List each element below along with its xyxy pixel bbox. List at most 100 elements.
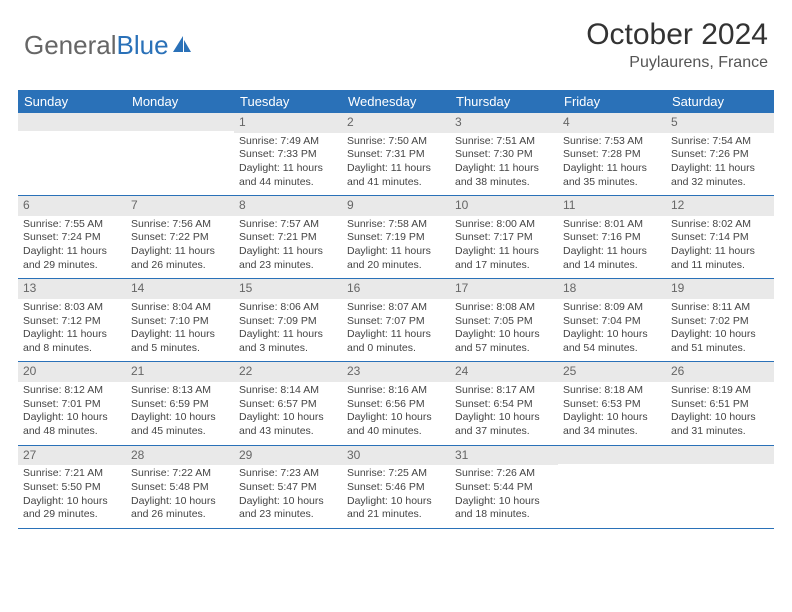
sunset-text: Sunset: 6:59 PM: [131, 398, 229, 412]
sunrise-text: Sunrise: 8:01 AM: [563, 218, 661, 232]
sunrise-text: Sunrise: 7:53 AM: [563, 135, 661, 149]
day-cell: 12Sunrise: 8:02 AMSunset: 7:14 PMDayligh…: [666, 196, 774, 278]
day-details: Sunrise: 7:50 AMSunset: 7:31 PMDaylight:…: [342, 135, 450, 190]
day-details: Sunrise: 7:23 AMSunset: 5:47 PMDaylight:…: [234, 467, 342, 522]
day-number: 2: [342, 113, 450, 133]
day-cell: 8Sunrise: 7:57 AMSunset: 7:21 PMDaylight…: [234, 196, 342, 278]
day-number: 17: [450, 279, 558, 299]
day-number: [558, 446, 666, 464]
sunrise-text: Sunrise: 8:00 AM: [455, 218, 553, 232]
day-cell: 10Sunrise: 8:00 AMSunset: 7:17 PMDayligh…: [450, 196, 558, 278]
day-cell: [126, 113, 234, 195]
day-number: 16: [342, 279, 450, 299]
day-details: Sunrise: 7:58 AMSunset: 7:19 PMDaylight:…: [342, 218, 450, 273]
daylight-text: Daylight: 10 hours and 51 minutes.: [671, 328, 769, 355]
day-cell: 5Sunrise: 7:54 AMSunset: 7:26 PMDaylight…: [666, 113, 774, 195]
day-cell: 19Sunrise: 8:11 AMSunset: 7:02 PMDayligh…: [666, 279, 774, 361]
logo-text-2: Blue: [117, 30, 169, 61]
day-details: Sunrise: 8:04 AMSunset: 7:10 PMDaylight:…: [126, 301, 234, 356]
sunrise-text: Sunrise: 8:02 AM: [671, 218, 769, 232]
day-number: 6: [18, 196, 126, 216]
daylight-text: Daylight: 10 hours and 29 minutes.: [23, 495, 121, 522]
sunrise-text: Sunrise: 8:12 AM: [23, 384, 121, 398]
day-details: Sunrise: 8:18 AMSunset: 6:53 PMDaylight:…: [558, 384, 666, 439]
title-location: Puylaurens, France: [586, 54, 768, 72]
daylight-text: Daylight: 11 hours and 41 minutes.: [347, 162, 445, 189]
day-details: Sunrise: 7:53 AMSunset: 7:28 PMDaylight:…: [558, 135, 666, 190]
sunset-text: Sunset: 7:31 PM: [347, 148, 445, 162]
daylight-text: Daylight: 11 hours and 29 minutes.: [23, 245, 121, 272]
title-month: October 2024: [586, 18, 768, 52]
logo-sail-icon: [171, 30, 193, 61]
daylight-text: Daylight: 11 hours and 11 minutes.: [671, 245, 769, 272]
sunrise-text: Sunrise: 7:23 AM: [239, 467, 337, 481]
day-cell: 25Sunrise: 8:18 AMSunset: 6:53 PMDayligh…: [558, 362, 666, 444]
day-number: 24: [450, 362, 558, 382]
sunset-text: Sunset: 7:24 PM: [23, 231, 121, 245]
sunset-text: Sunset: 5:44 PM: [455, 481, 553, 495]
day-cell: 14Sunrise: 8:04 AMSunset: 7:10 PMDayligh…: [126, 279, 234, 361]
day-cell: 3Sunrise: 7:51 AMSunset: 7:30 PMDaylight…: [450, 113, 558, 195]
day-number: 9: [342, 196, 450, 216]
logo-text-1: General: [24, 30, 117, 61]
sunrise-text: Sunrise: 7:26 AM: [455, 467, 553, 481]
sunset-text: Sunset: 5:47 PM: [239, 481, 337, 495]
day-details: Sunrise: 7:22 AMSunset: 5:48 PMDaylight:…: [126, 467, 234, 522]
sunset-text: Sunset: 7:26 PM: [671, 148, 769, 162]
sunset-text: Sunset: 7:17 PM: [455, 231, 553, 245]
day-cell: 24Sunrise: 8:17 AMSunset: 6:54 PMDayligh…: [450, 362, 558, 444]
day-details: Sunrise: 8:12 AMSunset: 7:01 PMDaylight:…: [18, 384, 126, 439]
day-details: Sunrise: 8:07 AMSunset: 7:07 PMDaylight:…: [342, 301, 450, 356]
sunset-text: Sunset: 5:46 PM: [347, 481, 445, 495]
day-cell: 23Sunrise: 8:16 AMSunset: 6:56 PMDayligh…: [342, 362, 450, 444]
day-cell: 30Sunrise: 7:25 AMSunset: 5:46 PMDayligh…: [342, 446, 450, 528]
sunrise-text: Sunrise: 7:55 AM: [23, 218, 121, 232]
weekday-label: Friday: [558, 90, 666, 113]
day-number: 26: [666, 362, 774, 382]
day-details: Sunrise: 7:56 AMSunset: 7:22 PMDaylight:…: [126, 218, 234, 273]
sunrise-text: Sunrise: 8:09 AM: [563, 301, 661, 315]
week-row: 1Sunrise: 7:49 AMSunset: 7:33 PMDaylight…: [18, 113, 774, 196]
daylight-text: Daylight: 10 hours and 31 minutes.: [671, 411, 769, 438]
day-number: 4: [558, 113, 666, 133]
daylight-text: Daylight: 11 hours and 38 minutes.: [455, 162, 553, 189]
day-number: 13: [18, 279, 126, 299]
day-cell: 22Sunrise: 8:14 AMSunset: 6:57 PMDayligh…: [234, 362, 342, 444]
weekday-label: Thursday: [450, 90, 558, 113]
sunrise-text: Sunrise: 7:57 AM: [239, 218, 337, 232]
daylight-text: Daylight: 10 hours and 34 minutes.: [563, 411, 661, 438]
sunset-text: Sunset: 7:02 PM: [671, 315, 769, 329]
day-number: 7: [126, 196, 234, 216]
day-details: Sunrise: 7:54 AMSunset: 7:26 PMDaylight:…: [666, 135, 774, 190]
day-number: 8: [234, 196, 342, 216]
sunset-text: Sunset: 7:10 PM: [131, 315, 229, 329]
day-cell: 31Sunrise: 7:26 AMSunset: 5:44 PMDayligh…: [450, 446, 558, 528]
day-number: 11: [558, 196, 666, 216]
day-number: [126, 113, 234, 131]
sunset-text: Sunset: 7:33 PM: [239, 148, 337, 162]
day-details: Sunrise: 7:49 AMSunset: 7:33 PMDaylight:…: [234, 135, 342, 190]
day-cell: 13Sunrise: 8:03 AMSunset: 7:12 PMDayligh…: [18, 279, 126, 361]
day-number: 18: [558, 279, 666, 299]
sunset-text: Sunset: 6:51 PM: [671, 398, 769, 412]
day-number: 20: [18, 362, 126, 382]
sunrise-text: Sunrise: 8:14 AM: [239, 384, 337, 398]
sunset-text: Sunset: 6:53 PM: [563, 398, 661, 412]
daylight-text: Daylight: 10 hours and 57 minutes.: [455, 328, 553, 355]
daylight-text: Daylight: 10 hours and 18 minutes.: [455, 495, 553, 522]
sunrise-text: Sunrise: 8:03 AM: [23, 301, 121, 315]
day-cell: 7Sunrise: 7:56 AMSunset: 7:22 PMDaylight…: [126, 196, 234, 278]
day-cell: 20Sunrise: 8:12 AMSunset: 7:01 PMDayligh…: [18, 362, 126, 444]
daylight-text: Daylight: 11 hours and 20 minutes.: [347, 245, 445, 272]
sunrise-text: Sunrise: 8:11 AM: [671, 301, 769, 315]
day-number: 23: [342, 362, 450, 382]
sunset-text: Sunset: 7:30 PM: [455, 148, 553, 162]
daylight-text: Daylight: 10 hours and 23 minutes.: [239, 495, 337, 522]
day-details: Sunrise: 8:16 AMSunset: 6:56 PMDaylight:…: [342, 384, 450, 439]
daylight-text: Daylight: 10 hours and 45 minutes.: [131, 411, 229, 438]
day-number: 22: [234, 362, 342, 382]
header: GeneralBlue October 2024 Puylaurens, Fra…: [0, 0, 792, 82]
weeks-container: 1Sunrise: 7:49 AMSunset: 7:33 PMDaylight…: [18, 113, 774, 529]
day-number: 29: [234, 446, 342, 466]
day-cell: 15Sunrise: 8:06 AMSunset: 7:09 PMDayligh…: [234, 279, 342, 361]
